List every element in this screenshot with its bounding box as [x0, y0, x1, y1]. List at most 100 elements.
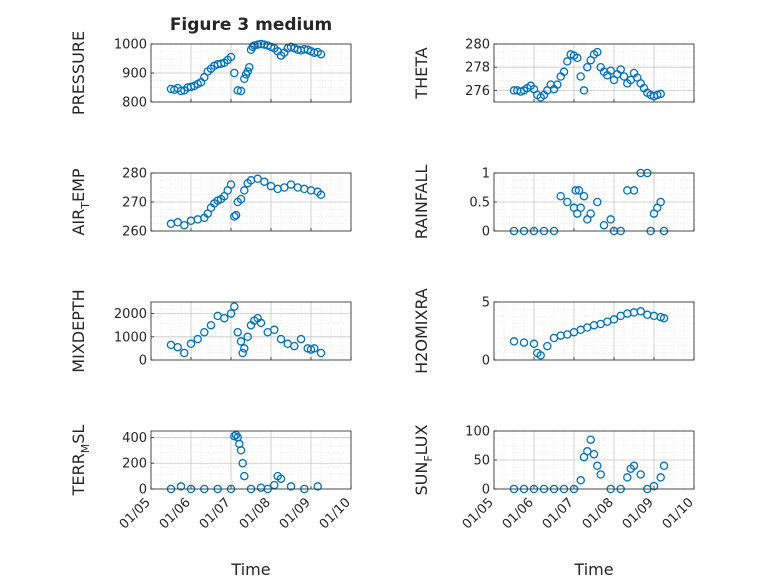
data-point — [599, 220, 609, 230]
data-point — [619, 72, 629, 81]
x-tick-label: 01/06 — [500, 495, 537, 532]
data-point — [536, 351, 545, 360]
data-point — [649, 481, 659, 491]
data-point — [220, 313, 229, 323]
y-tick-label: 1 — [482, 167, 490, 182]
y-tick-label: 1000 — [114, 38, 147, 53]
data-point — [238, 458, 247, 468]
data-point — [226, 52, 236, 62]
x-tick-label: 01/07 — [540, 495, 577, 532]
axes-box — [150, 172, 352, 232]
data-point — [230, 212, 239, 221]
data-point — [574, 186, 584, 195]
axes-box — [493, 301, 695, 361]
data-point — [296, 334, 306, 344]
data-point — [233, 327, 242, 337]
y-tick-label: 280 — [465, 38, 490, 53]
y-tick-label: 280 — [122, 167, 147, 182]
data-point — [240, 186, 249, 195]
data-point — [659, 461, 669, 471]
data-point — [589, 449, 599, 459]
data-point — [576, 72, 585, 81]
data-point — [200, 327, 209, 337]
data-point — [556, 191, 565, 201]
data-point — [226, 309, 236, 318]
data-point — [310, 344, 319, 353]
data-point — [579, 191, 589, 201]
data-point — [586, 435, 595, 444]
y-tick-label: 278 — [465, 61, 490, 76]
axes-box — [493, 430, 695, 490]
y-axis-label: AIRTEMP — [69, 168, 92, 235]
data-point — [606, 215, 615, 224]
data-point — [243, 67, 252, 76]
data-point — [519, 338, 529, 347]
y-axis-label: H2OMIXRA — [412, 288, 431, 374]
y-tick-label: 0 — [482, 225, 490, 240]
subplot-sun-flux: 0 50 100 SUNFLUX 01/05 01/06 01/07 01/08 01/09 01… — [412, 424, 697, 532]
figure-title: Figure 3 medium — [170, 15, 332, 35]
y-axis-label: THETA — [412, 47, 431, 99]
data-point — [243, 332, 252, 342]
x-tick-label: 01/10 — [660, 495, 697, 532]
data-point — [316, 49, 326, 59]
y-tick-label: 0.5 — [469, 196, 490, 211]
y-tick-label: 800 — [122, 96, 147, 111]
y-tick-label: 270 — [122, 196, 147, 211]
y-tick-label: 50 — [473, 454, 490, 469]
data-point — [240, 74, 249, 84]
y-tick-label: 0 — [139, 354, 147, 369]
data-point — [276, 474, 286, 483]
data-point — [656, 89, 665, 99]
y-tick-label: 100 — [465, 425, 490, 440]
y-axis-label: RAINFALL — [412, 165, 431, 240]
y-tick-label: 260 — [122, 225, 147, 240]
data-point — [238, 348, 247, 358]
data-point — [629, 186, 639, 195]
data-point — [576, 203, 585, 213]
x-axis-label-left: Time — [230, 560, 270, 579]
data-point — [656, 197, 665, 207]
data-point — [579, 86, 589, 95]
data-point — [593, 197, 602, 207]
data-point — [586, 209, 595, 218]
data-point — [230, 302, 239, 311]
data-point — [236, 337, 246, 346]
data-point — [606, 66, 615, 75]
data-point — [623, 473, 632, 482]
subplot-h2omixra: 0 5 H2OMIXRA — [412, 288, 695, 374]
data-point — [230, 68, 239, 78]
data-point — [180, 220, 189, 230]
y-axis-label: SUNFLUX — [412, 424, 435, 495]
data-point — [176, 482, 186, 491]
y-axis-label: MIXDEPTH — [69, 289, 88, 372]
data-point — [236, 446, 246, 455]
data-point — [593, 461, 602, 471]
data-point — [559, 67, 569, 77]
data-point — [543, 341, 552, 351]
data-point — [260, 177, 269, 186]
x-axis-label-right: Time — [573, 560, 613, 579]
data-point — [290, 341, 299, 351]
data-point — [316, 190, 326, 200]
data-point — [563, 197, 572, 207]
data-point — [236, 86, 246, 96]
x-tick-label: 01/08 — [237, 495, 274, 532]
data-point — [659, 313, 669, 323]
data-point — [553, 80, 562, 89]
data-point — [193, 334, 202, 344]
data-point — [636, 470, 645, 479]
data-point — [609, 315, 619, 324]
data-point — [233, 86, 242, 95]
data-point — [616, 65, 625, 74]
data-point — [231, 210, 241, 220]
data-point — [173, 342, 182, 352]
data-point — [226, 180, 236, 189]
y-tick-label: 2000 — [114, 307, 147, 322]
data-point — [316, 348, 326, 358]
y-tick-label: 1000 — [114, 330, 147, 345]
axes-box — [150, 301, 352, 361]
y-tick-label: 400 — [122, 431, 147, 446]
